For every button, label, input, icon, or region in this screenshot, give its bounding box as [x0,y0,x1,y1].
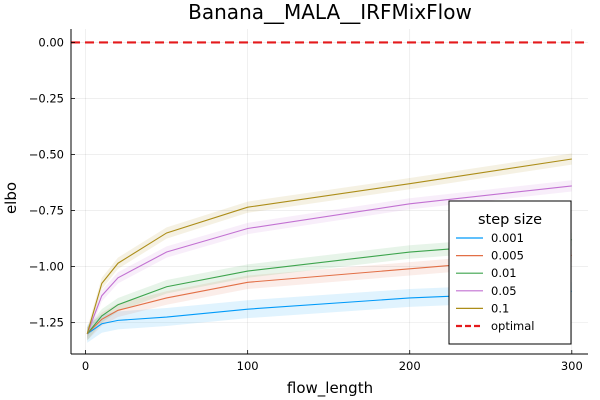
band-0.05 [87,180,572,340]
x-tick-label-1: 100 [237,359,259,373]
x-tick-label-0: 0 [82,359,89,373]
chart-title: Banana__MALA__IRFMixFlow [188,0,472,24]
y-tick-label-4: −1.00 [29,260,64,274]
series-line-0.001 [86,290,572,335]
legend-label-0.01: 0.01 [491,266,517,280]
series-line-0.05 [86,185,572,335]
y-tick-label-0: 0.00 [38,35,64,49]
legend-label-0.1: 0.1 [491,301,509,315]
y-tick-label-5: −1.25 [29,316,64,330]
series-line-0.1 [86,158,572,334]
series-line-0.01 [86,239,572,335]
x-axis-title: flow_length [287,379,373,398]
series-line-0.005 [86,254,572,335]
legend-label-0.001: 0.001 [491,231,524,245]
x-tick-label-2: 200 [399,359,421,373]
y-tick-label-3: −0.75 [29,204,64,218]
y-axis-title: elbo [2,182,20,214]
y-tick-label-2: −0.50 [29,148,64,162]
legend-label-optimal: optimal [491,319,534,333]
x-tick-label-3: 300 [561,359,583,373]
legend-box [448,200,572,345]
legend-title: step size [478,212,542,228]
band-0.1 [87,153,572,340]
y-tick-label-1: −0.25 [29,91,64,105]
series-lines [86,158,572,335]
tick-labels: 0 100 200 300 0.00 −0.25 −0.50 −0.75 −1.00 −1.25 [29,35,583,373]
legend-label-0.05: 0.05 [491,284,517,298]
legend-label-0.005: 0.005 [491,249,524,263]
axes [70,29,588,355]
legend: step size 0.001 0.005 0.01 0.05 0.1 optimal [448,200,572,345]
